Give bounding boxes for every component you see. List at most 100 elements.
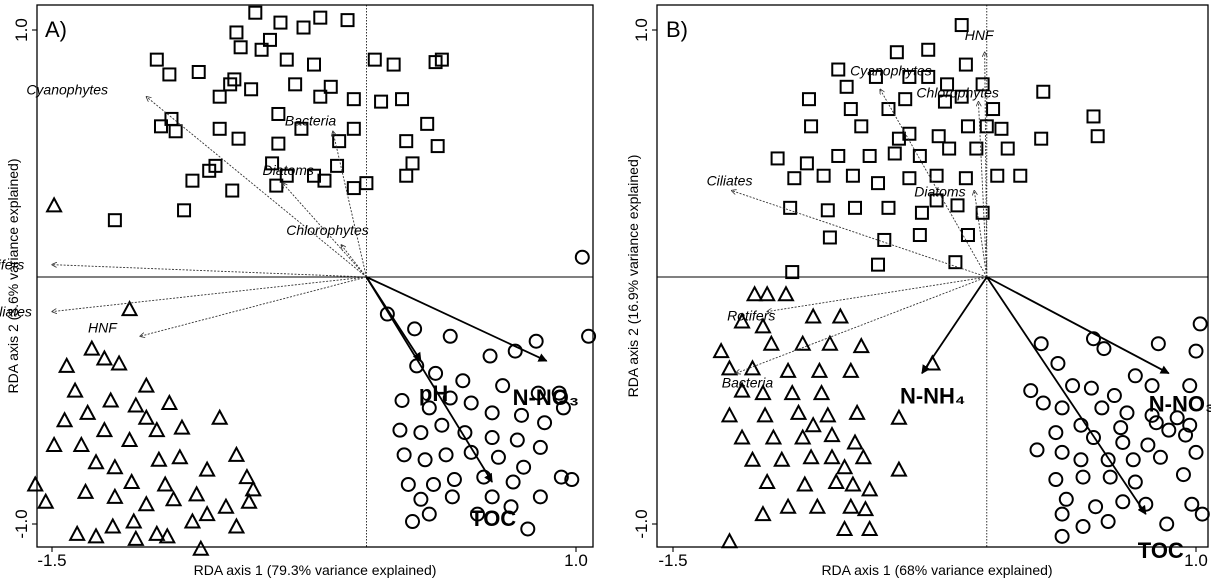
circle-point bbox=[425, 476, 441, 492]
circle-point bbox=[1054, 506, 1070, 522]
square-point bbox=[399, 168, 414, 183]
triangle-point bbox=[211, 408, 229, 425]
triangle-point bbox=[842, 361, 860, 378]
triangle-point bbox=[217, 497, 235, 514]
circle-point bbox=[1169, 410, 1185, 426]
species-label: Rotifers bbox=[727, 308, 775, 324]
species-arrow bbox=[140, 276, 367, 336]
square-point bbox=[979, 119, 994, 134]
triangle-point bbox=[240, 492, 258, 509]
env-label: TOC bbox=[470, 506, 516, 531]
triangle-point bbox=[733, 381, 751, 398]
triangle-point bbox=[156, 475, 174, 492]
square-point bbox=[889, 45, 904, 60]
triangle-point bbox=[804, 307, 822, 324]
square-point bbox=[871, 257, 886, 272]
triangle-point bbox=[164, 490, 183, 507]
triangle-point bbox=[835, 519, 854, 536]
triangle-point bbox=[754, 317, 772, 334]
species-label: Cyanophytes bbox=[850, 62, 932, 78]
square-point bbox=[288, 77, 303, 92]
circle-point bbox=[1085, 430, 1101, 446]
panel-b: B) RDA axis 1 (68% variance explained) R… bbox=[625, 4, 1211, 578]
square-point bbox=[891, 131, 906, 146]
panel-label-b: B) bbox=[666, 17, 688, 42]
square-point bbox=[405, 156, 420, 171]
square-point bbox=[229, 25, 244, 40]
square-point bbox=[969, 141, 984, 156]
circle-point bbox=[1054, 444, 1070, 460]
circle-point bbox=[1127, 368, 1143, 384]
square-point bbox=[822, 230, 837, 245]
triangle-point bbox=[812, 383, 831, 401]
circle-point bbox=[505, 474, 521, 490]
circle-point bbox=[503, 499, 519, 515]
square-point bbox=[227, 72, 242, 87]
triangle-point bbox=[244, 480, 262, 497]
square-point bbox=[839, 79, 854, 94]
square-point bbox=[244, 82, 259, 97]
square-point bbox=[254, 42, 269, 57]
triangle-point bbox=[856, 500, 875, 517]
circle-point bbox=[444, 489, 460, 505]
circle-point bbox=[1188, 343, 1204, 359]
circle-point bbox=[514, 407, 530, 423]
x-axis-label-a: RDA axis 1 (79.3% variance explained) bbox=[194, 562, 437, 578]
x-tick-label-a-max: 1.0 bbox=[564, 551, 588, 570]
species-label: HNF bbox=[88, 319, 118, 335]
circle-point bbox=[1073, 452, 1089, 468]
triangle-point bbox=[68, 524, 86, 541]
square-point bbox=[877, 232, 892, 247]
square-point bbox=[902, 69, 917, 84]
circle-point bbox=[442, 390, 458, 406]
triangle-point bbox=[87, 453, 105, 470]
triangle-point bbox=[173, 418, 191, 435]
species-label: Bacteria bbox=[285, 112, 337, 128]
triangle-point bbox=[127, 396, 145, 413]
species-label: Diatoms bbox=[914, 184, 965, 200]
square-point bbox=[787, 171, 802, 186]
circle-point bbox=[507, 343, 523, 359]
triangle-point bbox=[110, 354, 128, 371]
square-point bbox=[323, 79, 338, 94]
circle-point bbox=[463, 444, 479, 460]
circle-point bbox=[1085, 331, 1101, 347]
mark-layer-b: Cyanophytes HNF Chlorophytes Diatoms Ciliate… bbox=[652, 5, 1211, 563]
panel-a: A) RDA axis 1 (79.3% variance explained)… bbox=[0, 4, 597, 578]
circle-point bbox=[1035, 395, 1051, 411]
circle-point bbox=[532, 489, 548, 505]
triangle-point bbox=[823, 448, 841, 465]
circle-point bbox=[484, 405, 500, 421]
circle-point bbox=[1159, 516, 1175, 532]
square-point bbox=[317, 173, 332, 188]
circle-point bbox=[1054, 400, 1070, 416]
square-point bbox=[831, 148, 846, 163]
square-point bbox=[799, 156, 814, 171]
circle-point bbox=[413, 425, 429, 441]
square-point bbox=[233, 40, 248, 55]
square-point bbox=[340, 13, 355, 28]
square-point bbox=[929, 168, 944, 183]
env-arrow bbox=[986, 276, 1170, 375]
square-point bbox=[346, 92, 361, 107]
triangle-point bbox=[823, 425, 841, 443]
square-point bbox=[346, 121, 361, 136]
circle-point bbox=[1050, 355, 1066, 371]
y-axis-label-b: RDA axis 2 (16.9% variance explained) bbox=[625, 155, 641, 398]
triangle-point bbox=[854, 448, 873, 465]
square-point bbox=[271, 106, 286, 121]
square-point bbox=[307, 168, 321, 183]
circle-point bbox=[396, 447, 412, 463]
triangle-point bbox=[137, 408, 155, 425]
species-label: Diatoms bbox=[263, 162, 314, 178]
circle-point bbox=[1144, 378, 1160, 394]
y-tick-label-a-max: 1.0 bbox=[12, 18, 31, 42]
triangle-point bbox=[860, 480, 879, 497]
circle-point bbox=[413, 491, 429, 507]
square-point bbox=[313, 10, 328, 25]
triangle-point bbox=[227, 445, 246, 462]
square-point bbox=[804, 119, 819, 134]
triangle-point bbox=[66, 381, 84, 398]
circle-point bbox=[407, 321, 423, 337]
